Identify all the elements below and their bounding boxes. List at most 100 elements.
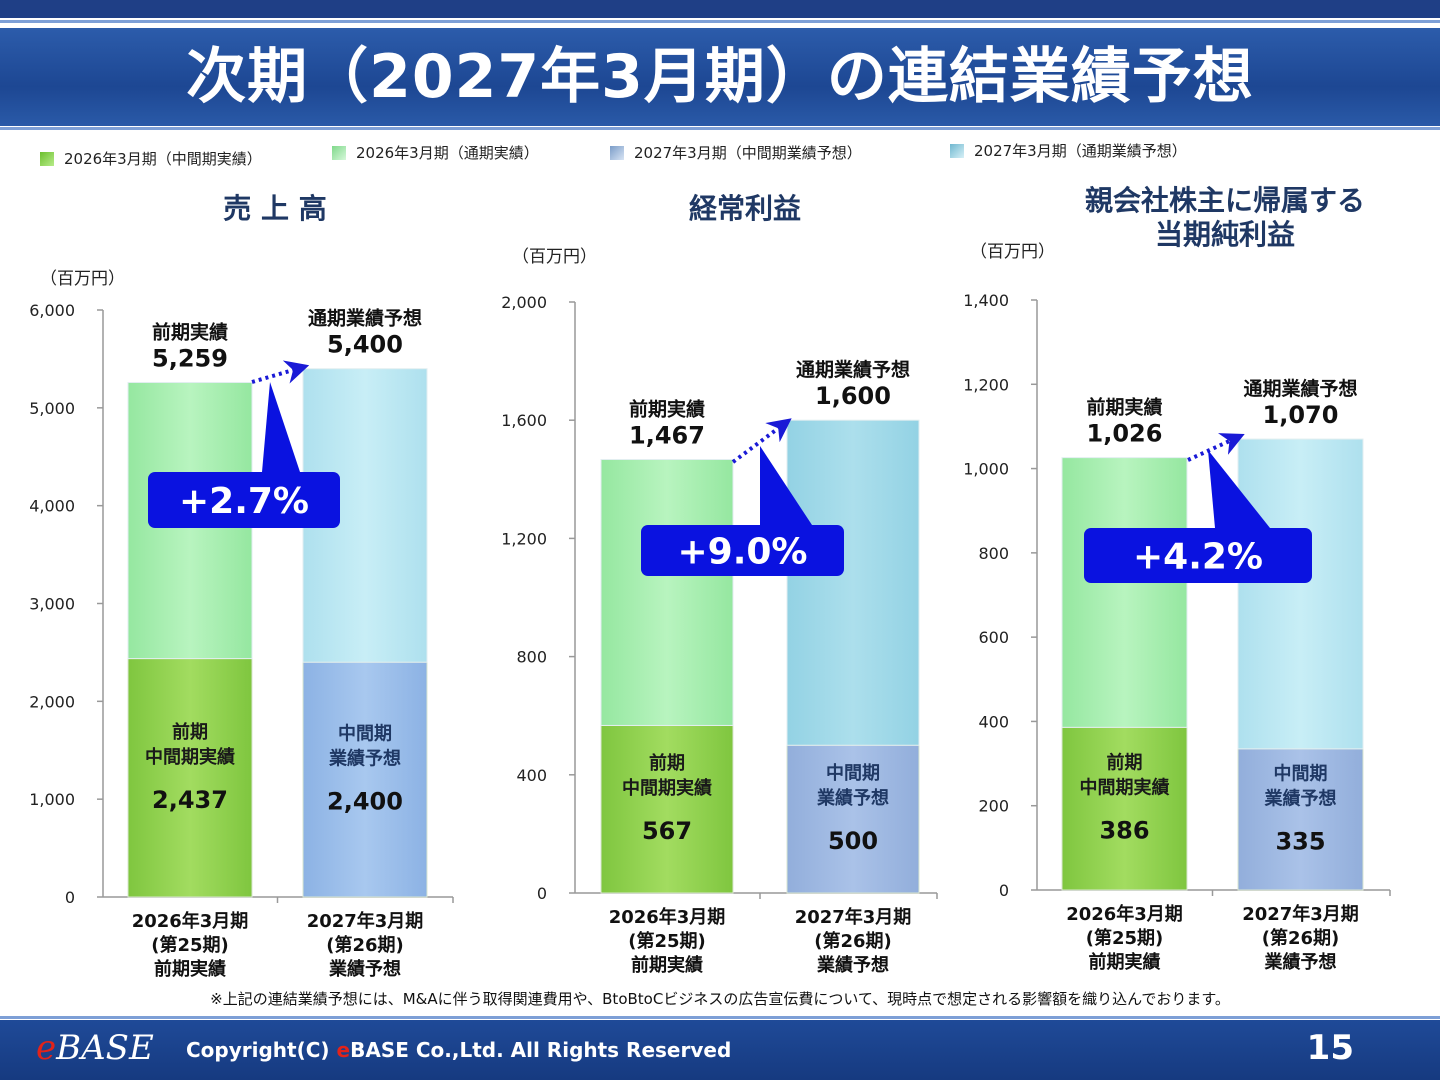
y-tick-label: 1,200 — [963, 375, 1009, 394]
ebase-logo: eBASE — [36, 1028, 154, 1068]
y-tick-label: 800 — [978, 544, 1009, 563]
bar-prev-full — [1061, 457, 1188, 728]
bar-next-interim — [786, 744, 920, 894]
y-tick-label: 0 — [999, 881, 1009, 900]
y-tick-label: 200 — [978, 797, 1009, 816]
full-value-label: 1,026 — [1087, 420, 1163, 448]
full-value-label: 5,400 — [327, 331, 403, 359]
bar-next-full — [786, 419, 920, 746]
legend-item-next-interim: 2027年3月期（中間期業績予想） — [610, 142, 862, 163]
legend-label: 2027年3月期（中間期業績予想） — [634, 144, 862, 162]
x-category-label: (第26期) — [326, 934, 404, 956]
legend-swatch — [610, 145, 624, 160]
bar-prev-interim — [1061, 726, 1188, 891]
legend-item-prev-full: 2026年3月期（通期実績） — [332, 142, 539, 163]
full-caption-label: 通期業績予想 — [796, 358, 910, 381]
badge-pointer — [1208, 450, 1270, 528]
x-category-label: (第26期) — [1262, 927, 1340, 949]
legend-label: 2027年3月期（通期業績予想） — [974, 142, 1187, 160]
copyright-prefix: Copyright(C) — [186, 1038, 337, 1062]
x-category-label: 2027年3月期 — [307, 910, 424, 932]
slide-title: 次期（2027年3月期）の連結業績予想 — [186, 42, 1254, 112]
top-accent-line — [0, 20, 1440, 23]
growth-arrow — [1187, 433, 1245, 462]
y-axis-unit: （百万円） — [512, 247, 597, 267]
legend-label: 2026年3月期（中間期実績） — [64, 150, 262, 168]
full-value-label: 1,467 — [629, 422, 705, 450]
x-category-label: (第25期) — [628, 930, 706, 952]
interim-caption-line: 前期 — [649, 752, 685, 774]
full-value-label: 1,070 — [1263, 401, 1339, 429]
top-stripe — [0, 0, 1440, 18]
y-tick-label: 0 — [537, 884, 547, 903]
x-category-label: 業績予想 — [816, 954, 889, 976]
y-tick-label: 1,400 — [963, 291, 1009, 310]
copyright-suffix: BASE Co.,Ltd. All Rights Reserved — [350, 1038, 732, 1062]
y-tick-label: 0 — [65, 888, 75, 907]
y-tick-label: 600 — [978, 628, 1009, 647]
interim-value-label: 567 — [642, 817, 692, 845]
y-tick-label: 3,000 — [29, 595, 75, 614]
legend-swatch — [40, 151, 54, 166]
bar-prev-interim — [600, 724, 734, 894]
legend-swatch — [332, 145, 346, 160]
legend-item-prev-interim: 2026年3月期（中間期実績） — [40, 148, 262, 169]
y-tick-label: 1,200 — [501, 529, 547, 548]
full-value-label: 5,259 — [152, 344, 228, 372]
interim-caption-line: 中間期実績 — [145, 746, 235, 768]
copyright-e: e — [336, 1038, 351, 1062]
interim-value-label: 335 — [1275, 827, 1325, 855]
footer-accent-line — [0, 1016, 1440, 1019]
footnote: ※上記の連結業績予想には、M&Aに伴う取得関連費用や、BtoBtoCビジネスの広… — [210, 990, 1230, 1008]
interim-value-label: 386 — [1099, 817, 1149, 845]
x-category-label: 2026年3月期 — [1066, 903, 1183, 925]
x-category-label: 2027年3月期 — [1242, 903, 1359, 925]
logo-e: e — [36, 1028, 57, 1068]
interim-caption-line: 中間期 — [338, 723, 392, 745]
full-value-label: 1,600 — [815, 382, 891, 410]
y-tick-label: 4,000 — [29, 497, 75, 516]
interim-caption-line: 前期 — [172, 721, 208, 743]
y-tick-label: 400 — [978, 712, 1009, 731]
interim-caption-line: 中間期実績 — [1080, 777, 1170, 799]
title-bar: 次期（2027年3月期）の連結業績予想 — [0, 28, 1440, 126]
growth-badge-label: +9.0% — [677, 532, 807, 573]
x-category-label: 2026年3月期 — [132, 910, 249, 932]
interim-caption-line: 中間期 — [826, 762, 880, 784]
badge-pointer — [262, 382, 300, 472]
interim-caption-line: 中間期実績 — [622, 777, 712, 799]
y-tick-label: 5,000 — [29, 399, 75, 418]
y-tick-label: 1,000 — [963, 460, 1009, 479]
bar-next-full — [302, 368, 428, 663]
x-category-label: (第26期) — [814, 930, 892, 952]
growth-badge-label: +4.2% — [1133, 537, 1263, 578]
growth-badge — [1084, 528, 1312, 583]
growth-arrow — [731, 418, 792, 464]
interim-caption-line: 業績予想 — [816, 787, 889, 809]
y-axis-unit: （百万円） — [40, 269, 125, 289]
x-category-label: 前期実績 — [1089, 951, 1161, 973]
y-tick-label: 2,000 — [29, 692, 75, 711]
y-tick-label: 1,000 — [29, 790, 75, 809]
legend-item-next-full: 2027年3月期（通期業績予想） — [950, 140, 1187, 161]
full-caption-label: 前期実績 — [152, 320, 228, 343]
interim-value-label: 2,437 — [152, 786, 228, 814]
y-tick-label: 800 — [516, 648, 547, 667]
chart-title-net-income: 親会社株主に帰属する 当期純利益 — [1084, 184, 1365, 251]
x-category-label: 前期実績 — [631, 954, 703, 976]
title-underline — [0, 127, 1440, 130]
interim-value-label: 2,400 — [327, 788, 403, 816]
x-category-label: (第25期) — [1086, 927, 1164, 949]
copyright-text: Copyright(C) eBASE Co.,Ltd. All Rights R… — [186, 1038, 731, 1062]
growth-badge — [148, 472, 340, 528]
logo-rest: BASE — [56, 1028, 154, 1068]
y-tick-label: 6,000 — [29, 301, 75, 320]
growth-badge — [641, 525, 844, 576]
full-caption-label: 前期実績 — [629, 398, 705, 421]
page-number: 15 — [1306, 1028, 1354, 1068]
growth-arrow — [251, 360, 310, 384]
y-tick-label: 400 — [516, 766, 547, 785]
y-tick-label: 1,600 — [501, 411, 547, 430]
bar-prev-interim — [127, 658, 253, 898]
growth-badge-label: +2.7% — [179, 481, 309, 522]
